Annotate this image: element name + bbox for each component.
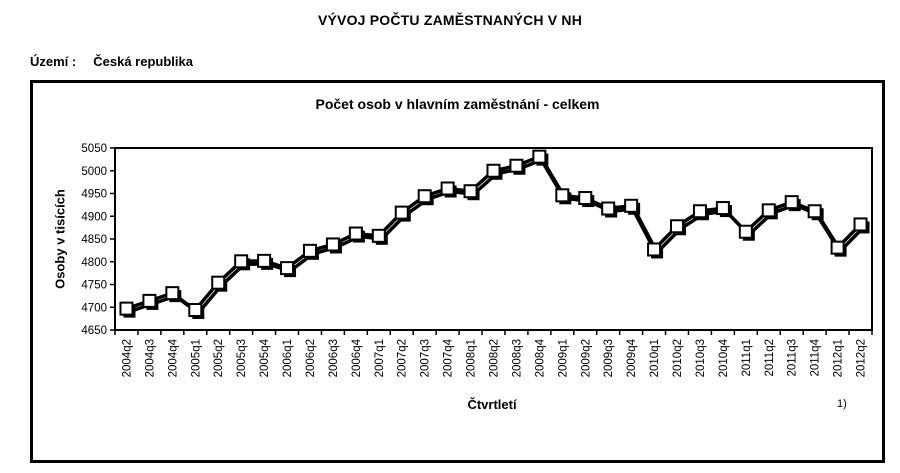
- x-tick-label: 2008q4: [534, 338, 546, 377]
- data-point-marker: [830, 240, 845, 255]
- data-point-marker: [302, 243, 317, 258]
- chart-footnote: 1): [837, 398, 847, 410]
- x-tick-label: 2007q4: [443, 338, 455, 377]
- x-tick-label: 2004q3: [144, 339, 156, 377]
- x-tick-label: 2009q1: [557, 339, 569, 377]
- data-point-marker: [555, 188, 570, 203]
- data-point-marker: [738, 224, 753, 239]
- data-point-marker: [211, 275, 226, 290]
- chart-frame: Počet osob v hlavním zaměstnání - celkem…: [30, 80, 885, 463]
- x-tick-label: 2010q1: [649, 339, 661, 377]
- x-tick-label: 2006q4: [351, 338, 363, 377]
- chart-title: Počet osob v hlavním zaměstnání - celkem: [315, 96, 600, 112]
- x-tick-label: 2006q1: [282, 339, 294, 377]
- region-value: Česká republika: [93, 54, 193, 69]
- region-row: Území : Česká republika: [30, 54, 193, 69]
- data-point-marker: [234, 254, 249, 269]
- x-tick-label: 2006q3: [328, 339, 340, 377]
- y-tick-label: 4800: [81, 257, 107, 269]
- data-point-marker: [325, 237, 340, 252]
- data-point-marker: [486, 163, 501, 178]
- data-point-marker: [692, 204, 707, 219]
- x-tick-label: 2005q4: [259, 338, 271, 377]
- x-tick-label: 2005q3: [236, 339, 248, 377]
- page-title: VÝVOJ POČTU ZAMĚSTNANÝCH V NH: [317, 12, 583, 28]
- x-tick-label: 2011q1: [741, 339, 753, 377]
- plot-area: 4650 4700 4750 4800 4850 4900 4950 5000 5050 2004…: [81, 143, 873, 377]
- x-tick-label: 2011q4: [810, 338, 822, 376]
- data-point-marker: [440, 181, 455, 196]
- y-tick-label: 4750: [81, 280, 107, 292]
- y-tick-label: 4850: [81, 234, 107, 246]
- y-tick-label: 4650: [81, 325, 107, 337]
- data-point-marker: [371, 228, 386, 243]
- data-point-marker: [348, 226, 363, 241]
- x-tick-label: 2010q4: [718, 338, 730, 377]
- data-point-marker: [761, 203, 776, 218]
- data-point-marker: [784, 195, 799, 210]
- x-axis-title: Čtvrtletí: [467, 397, 517, 412]
- x-tick-label: 2007q2: [397, 339, 409, 377]
- data-point-marker: [257, 253, 272, 268]
- data-point-marker: [807, 204, 822, 219]
- x-tick-label: 2008q2: [489, 339, 501, 377]
- x-tick-label: 2006q2: [305, 339, 317, 377]
- data-point-marker: [624, 198, 639, 213]
- data-point-marker: [647, 242, 662, 257]
- data-point-marker: [188, 302, 203, 317]
- x-tick-label: 2009q2: [580, 339, 592, 377]
- data-point-marker: [463, 184, 478, 199]
- x-tick-label: 2004q2: [121, 339, 133, 377]
- y-tick-label: 4950: [81, 189, 107, 201]
- data-point-marker: [509, 158, 524, 173]
- x-tick-label: 2008q3: [511, 339, 523, 377]
- x-tick-label: 2005q1: [190, 339, 202, 377]
- data-point-marker: [280, 261, 295, 276]
- region-label: Území :: [30, 54, 77, 69]
- x-tick-label: 2007q3: [420, 339, 432, 377]
- data-point-marker: [853, 217, 868, 232]
- x-tick-label: 2009q3: [603, 339, 615, 377]
- data-point-marker: [670, 219, 685, 234]
- x-tick-label: 2011q3: [787, 339, 799, 377]
- x-tick-label: 2008q1: [466, 339, 478, 377]
- x-tick-label: 2005q2: [213, 339, 225, 377]
- data-point-marker: [394, 205, 409, 220]
- y-tick-label: 5050: [81, 143, 107, 155]
- x-tick-label: 2004q4: [167, 338, 179, 377]
- x-tick-label: 2007q1: [374, 339, 386, 377]
- y-tick-label: 4900: [81, 211, 107, 223]
- y-tick-label: 5000: [81, 166, 107, 178]
- data-point-marker: [578, 191, 593, 206]
- x-tick-label: 2011q2: [764, 339, 776, 377]
- data-point-marker: [119, 301, 134, 316]
- x-tick-label: 2012q2: [856, 339, 868, 377]
- x-tick-label: 2012q1: [833, 339, 845, 377]
- y-tick-label: 4700: [81, 302, 107, 314]
- x-tick-label: 2010q2: [672, 339, 684, 377]
- data-point-marker: [601, 201, 616, 216]
- data-point-marker: [165, 286, 180, 301]
- data-point-marker: [417, 189, 432, 204]
- data-point-marker: [715, 201, 730, 216]
- data-point-marker: [142, 293, 157, 308]
- x-tick-label: 2010q3: [695, 339, 707, 377]
- y-axis-title: Osoby v tisících: [52, 189, 68, 289]
- data-point-marker: [532, 149, 547, 164]
- x-tick-label: 2009q4: [626, 338, 638, 377]
